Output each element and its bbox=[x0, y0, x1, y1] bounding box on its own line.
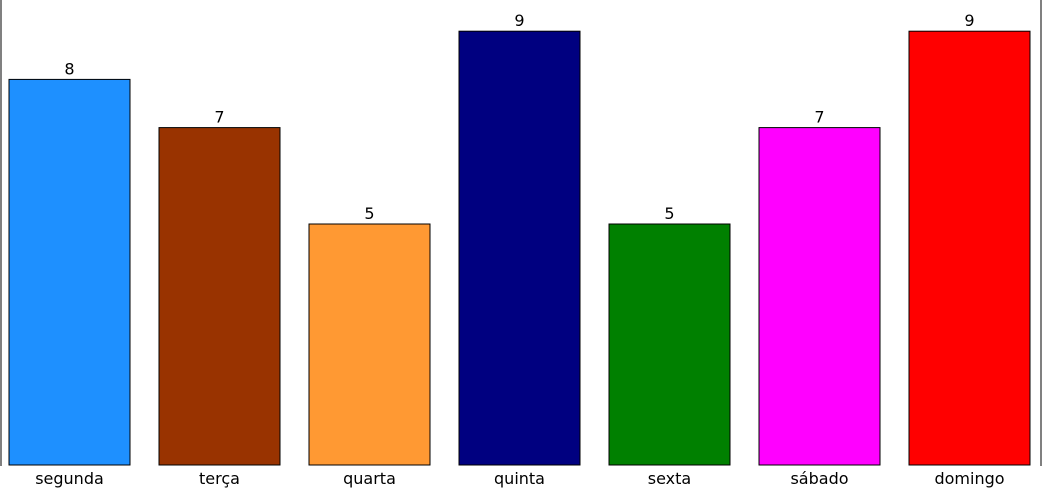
value-labels-group: 8 7 5 9 5 7 9 bbox=[64, 11, 974, 223]
category-label-quarta: quarta bbox=[343, 469, 396, 488]
value-label-quinta: 9 bbox=[514, 11, 524, 30]
bar-sexta bbox=[608, 223, 731, 466]
category-label-sábado: sábado bbox=[790, 469, 848, 488]
category-label-segunda: segunda bbox=[35, 469, 104, 488]
category-label-quinta: quinta bbox=[494, 469, 545, 488]
bar-sábado bbox=[758, 127, 881, 466]
category-label-terça: terça bbox=[199, 469, 240, 488]
bar-domingo bbox=[908, 30, 1031, 466]
category-label-sexta: sexta bbox=[648, 469, 691, 488]
value-label-quarta: 5 bbox=[364, 204, 374, 223]
bar-segunda bbox=[8, 78, 131, 466]
value-label-domingo: 9 bbox=[964, 11, 974, 30]
value-label-sexta: 5 bbox=[664, 204, 674, 223]
value-label-segunda: 8 bbox=[64, 59, 74, 78]
category-label-domingo: domingo bbox=[934, 469, 1004, 488]
value-label-terça: 7 bbox=[214, 108, 224, 127]
value-label-sábado: 7 bbox=[814, 108, 824, 127]
bars-group bbox=[8, 30, 1031, 466]
bar-quinta bbox=[458, 30, 581, 466]
bar-quarta bbox=[308, 223, 431, 466]
category-labels-group: segunda terça quarta quinta sexta sábado domin… bbox=[35, 469, 1004, 488]
bar-terça bbox=[158, 127, 281, 466]
